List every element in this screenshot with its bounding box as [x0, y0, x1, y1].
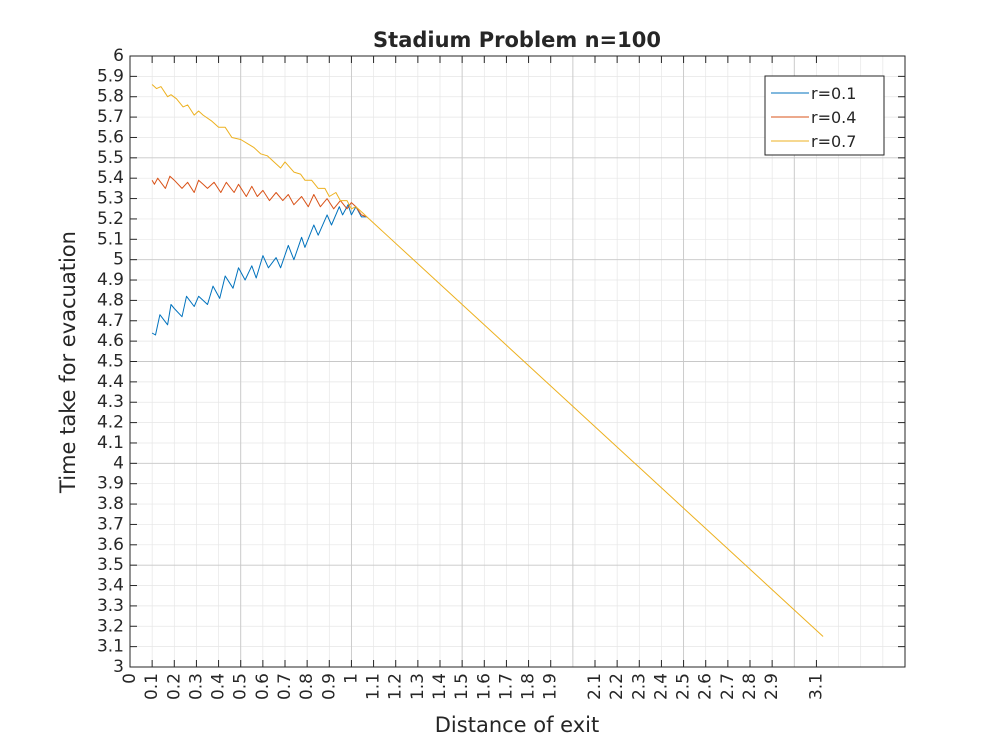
- y-tick-label: 5.1: [97, 229, 124, 249]
- y-tick-label: 4.5: [97, 352, 124, 372]
- y-tick-label: 3.4: [97, 576, 124, 596]
- x-tick-label: 0.6: [253, 673, 273, 700]
- x-tick-label: 1.2: [386, 673, 406, 700]
- x-tick-label: 2.7: [718, 673, 738, 700]
- y-tick-label: 5.8: [97, 87, 124, 107]
- y-tick-label: 4.2: [97, 413, 124, 433]
- series-line-3: [151, 84, 824, 637]
- y-tick-label: 6: [113, 46, 124, 66]
- x-tick-label: 1.9: [541, 673, 561, 700]
- y-tick-label: 4.4: [97, 372, 124, 392]
- x-tick-label: 2.3: [629, 673, 649, 700]
- x-axis-title: Distance of exit: [435, 713, 599, 737]
- y-tick-label: 5: [113, 250, 124, 270]
- x-tick-label: 2.1: [585, 673, 605, 700]
- y-tick-label: 5.5: [97, 148, 124, 168]
- y-tick-label: 3.8: [97, 494, 124, 514]
- x-tick-label: 2.8: [740, 673, 760, 700]
- y-axis-title: Time take for evacuation: [56, 231, 80, 494]
- y-tick-label: 5.6: [97, 127, 124, 147]
- legend-label-r01: r=0.1: [811, 84, 856, 103]
- legend-label-r07: r=0.7: [811, 132, 856, 151]
- chart-title: Stadium Problem n=100: [373, 28, 661, 52]
- legend-label-r04: r=0.4: [811, 108, 856, 127]
- x-tick-label: 0.8: [297, 673, 317, 700]
- y-tick-label: 5.2: [97, 209, 124, 229]
- x-tick-label: 2.5: [674, 673, 694, 700]
- x-tick-label: 1.8: [519, 673, 539, 700]
- x-tick-label: 0.3: [186, 673, 206, 700]
- x-tick-label: 0.2: [164, 673, 184, 700]
- x-tick-label: 2.9: [762, 673, 782, 700]
- y-tick-label: 4.1: [97, 433, 124, 453]
- y-tick-label: 5.4: [97, 168, 124, 188]
- y-tick-label: 4.8: [97, 290, 124, 310]
- x-tick-label: 0.1: [142, 673, 162, 700]
- x-tick-label: 3.1: [806, 673, 826, 700]
- y-tick-label: 3.2: [97, 616, 124, 636]
- x-tick-labels: 0 0.1 0.2 0.3 0.4 0.5 0.6 0.7 0.8 0.9 1 1.1 1.2 1.3 1.…: [120, 673, 826, 700]
- y-tick-label: 4.6: [97, 331, 124, 351]
- y-tick-label: 4.9: [97, 270, 124, 290]
- series-layer: [151, 84, 824, 637]
- x-tick-label: 1.1: [364, 673, 384, 700]
- y-tick-label: 3.3: [97, 596, 124, 616]
- y-tick-labels: 33.13.23.33.43.53.63.73.83.944.14.24.34.…: [97, 46, 124, 677]
- x-tick-label: 1: [341, 673, 361, 684]
- y-tick-label: 4.7: [97, 311, 124, 331]
- y-tick-label: 5.9: [97, 66, 124, 86]
- y-tick-label: 4.3: [97, 392, 124, 412]
- x-tick-label: 2.6: [696, 673, 716, 700]
- tick-marks: [129, 55, 905, 668]
- y-tick-label: 3.7: [97, 514, 124, 534]
- x-tick-label: 1.5: [452, 673, 472, 700]
- y-tick-label: 3.6: [97, 535, 124, 555]
- x-tick-label: 2.4: [651, 673, 671, 700]
- x-tick-label: 2.2: [607, 673, 627, 700]
- y-tick-label: 3.1: [97, 637, 124, 657]
- y-tick-label: 4: [113, 453, 124, 473]
- y-tick-label: 5.7: [97, 107, 124, 127]
- x-tick-label: 1.3: [408, 673, 428, 700]
- legend: r=0.1 r=0.4 r=0.7: [764, 75, 885, 156]
- series-line-1: [151, 204, 367, 336]
- x-tick-label: 0.5: [231, 673, 251, 700]
- x-tick-label: 1.6: [474, 673, 494, 700]
- y-tick-label: 3.9: [97, 474, 124, 494]
- series-line-2: [151, 175, 368, 218]
- legend-box: [764, 75, 885, 156]
- x-tick-label: 0.7: [275, 673, 295, 700]
- x-tick-label: 1.7: [496, 673, 516, 700]
- x-tick-label: 0: [120, 673, 140, 684]
- y-tick-label: 5.3: [97, 189, 124, 209]
- y-tick-label: 3: [113, 657, 124, 677]
- x-tick-label: 0.9: [319, 673, 339, 700]
- x-tick-label: 1.4: [430, 673, 450, 700]
- x-tick-label: 0.4: [209, 673, 229, 700]
- y-tick-label: 3.5: [97, 555, 124, 575]
